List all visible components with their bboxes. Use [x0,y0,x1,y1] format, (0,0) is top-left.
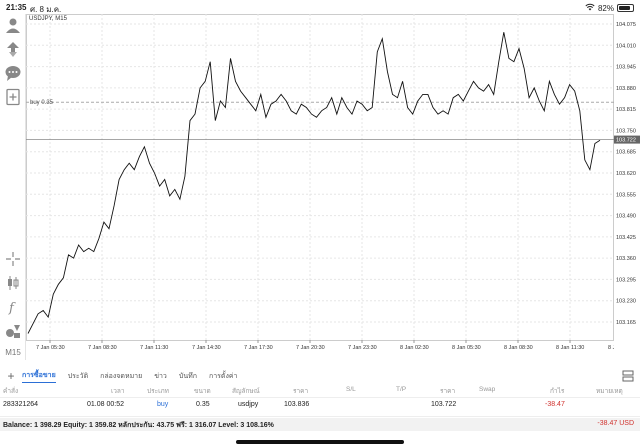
price-tick-label: 103.555 [616,192,636,198]
tab-journal[interactable]: บันทึก [178,372,197,380]
battery-percent: 82% [597,3,614,13]
row-current-price: 103.722 [431,401,457,408]
layout-toggle-icon[interactable] [622,370,634,382]
table-header: คำสั่ง เวลา ประเภท ขนาด สัญลักษณ์ ราคา S… [0,386,640,398]
row-open-price: 103.836 [284,401,310,408]
svg-text:f: f [8,301,16,316]
divider [0,397,640,398]
wifi-icon [585,3,595,13]
col-time: เวลา [111,388,125,395]
tab-mailbox[interactable]: กล่องจดหมาย [100,372,143,380]
col-type: ประเภท [147,388,169,395]
col-order: คำสั่ง [3,388,19,395]
price-tick-label: 104.010 [616,43,636,49]
objects-icon[interactable] [4,322,22,340]
time-tick-label: 8 Jan 05:30 [452,345,481,351]
col-sl: S/L [346,386,356,393]
status-right: 82% [585,3,634,13]
row-profit: -38.47 [545,401,565,408]
price-tick-label: 103.620 [616,171,636,177]
current-price-label: 103.722 [616,138,636,144]
timeframe-button[interactable]: M15 [5,348,21,357]
left-toolbar: f M15 [0,14,26,360]
time-tick-label: 7 Jan 05:30 [36,345,65,351]
price-tick-label: 103.295 [616,277,636,283]
tab-news[interactable]: ข่าว [154,372,167,380]
price-tick-label: 103.815 [616,107,636,113]
table-row[interactable]: 283321264 01.08 00:52 buy 0.35 usdjpy 10… [0,401,640,415]
price-tick-label: 103.880 [616,86,636,92]
col-comment: หมายเหตุ [596,388,623,395]
col-tp: T/P [396,386,407,393]
account-icon[interactable] [4,16,22,34]
col-current: ราคา [440,388,456,395]
tab-trade[interactable]: การซื้อขาย [22,370,56,383]
time-tick-label: 7 Jan 20:30 [296,345,325,351]
status-time: 21:35 [6,3,27,12]
tab-settings[interactable]: การตั้งค่า [208,372,238,380]
price-axis: 104.075 104.010 103.945 103.880 103.815 103.7… [614,22,640,326]
price-tick-label: 103.685 [616,150,636,156]
status-date: ศ. 8 ม.ค. [30,5,62,14]
row-ticket: 283321264 [3,401,39,408]
price-tick-label: 103.230 [616,299,636,305]
time-tick-label: 7 Jan 23:30 [348,345,377,351]
time-tick-label: 7 Jan 17:30 [244,345,273,351]
col-swap: Swap [479,386,496,393]
row-symbol: usdjpy [238,401,259,408]
new-order-icon[interactable] [4,88,22,106]
col-profit: กำไร [550,388,565,395]
total-profit: -38.47 USD [597,420,634,427]
row-time: 01.08 00:52 [87,401,124,408]
price-tick-label: 104.075 [616,22,636,28]
divider [0,416,640,417]
battery-icon [617,4,634,12]
status-bar: 21:35 ศ. 8 ม.ค. 82% [0,0,640,14]
col-price: ราคา [293,388,309,395]
chat-icon[interactable] [4,64,22,82]
chart-frame [26,14,614,341]
price-tick-label: 103.360 [616,256,636,262]
time-tick-label: 7 Jan 14:30 [192,345,221,351]
row-volume: 0.35 [196,401,210,408]
add-icon[interactable]: + [7,369,15,383]
home-indicator[interactable] [236,440,404,444]
time-tick-label: 8 Jan 08:30 [504,345,533,351]
time-tick-label: 7 Jan 11:30 [140,345,168,351]
trade-arrows-icon[interactable] [4,40,22,58]
col-symbol: สัญลักษณ์ [232,388,260,395]
price-tick-label: 103.490 [616,214,636,220]
time-tick-label: 8 Jan 11:30 [556,345,584,351]
tab-history[interactable]: ประวัติ [67,372,89,380]
terminal-tabs: + การซื้อขาย ประวัติ กล่องจดหมาย ข่าว บั… [0,368,640,384]
balance-bar: Balance: 1 398.29 Equity: 1 359.82 หลักป… [0,418,640,431]
balance-summary: Balance: 1 398.29 Equity: 1 359.82 หลักป… [3,422,274,429]
buy-line-label: buy 0.35 [30,100,54,106]
time-tick-label: 8 Jan 14:30 [608,345,614,351]
price-tick-label: 103.750 [616,128,636,134]
crosshair-icon[interactable] [4,250,22,268]
current-price-tag [614,135,640,144]
time-tick-label: 8 Jan 02:30 [400,345,429,351]
row-type: buy [157,401,169,408]
symbol-label: USDJPY, M15 [29,16,67,22]
price-series-line [27,32,601,334]
price-tick-label: 103.165 [616,320,636,326]
price-chart[interactable]: 7 Jan 05:30 7 Jan 08:30 7 Jan 11:30 7 Jan 1… [26,14,614,360]
price-tick-label: 103.945 [616,65,636,71]
col-volume: ขนาด [194,388,211,395]
candles-icon[interactable] [4,274,22,292]
indicators-icon[interactable]: f [4,298,22,316]
time-tick-label: 7 Jan 08:30 [88,345,117,351]
price-tick-label: 103.425 [616,235,636,241]
